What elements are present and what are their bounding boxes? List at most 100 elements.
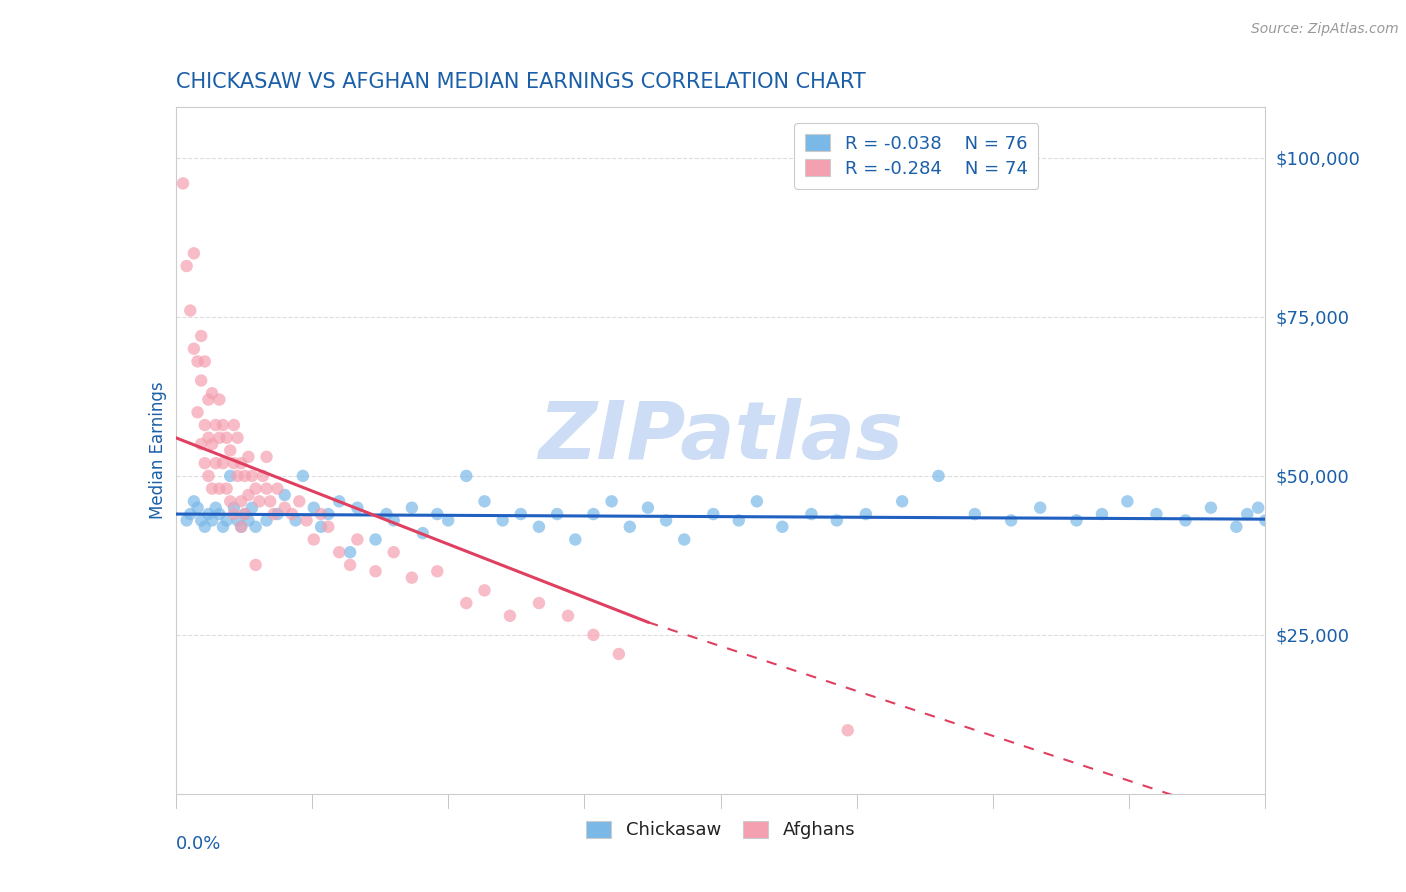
Point (702, 507, 724, 521)
Point (215, 431, 238, 445)
Point (256, 482, 278, 496)
Point (727, 513, 749, 527)
Point (245, 558, 267, 572)
Text: ZIPatlas: ZIPatlas (538, 398, 903, 475)
Point (607, 647, 630, 661)
Point (186, 500, 209, 515)
Point (295, 513, 318, 527)
Point (197, 392, 219, 407)
Point (328, 494, 350, 508)
Point (190, 374, 212, 388)
Point (233, 507, 256, 521)
Point (247, 494, 270, 508)
Point (208, 507, 231, 521)
Point (474, 583, 496, 598)
Point (274, 488, 297, 502)
Point (176, 259, 198, 273)
Point (318, 520, 340, 534)
Point (600, 494, 623, 508)
Point (437, 513, 460, 527)
Point (212, 456, 235, 470)
Point (179, 507, 201, 521)
Point (183, 342, 205, 356)
Point (204, 500, 226, 515)
Point (401, 571, 423, 585)
Point (928, 469, 950, 483)
Point (179, 303, 201, 318)
Point (527, 520, 550, 534)
Point (328, 545, 350, 559)
Point (238, 513, 260, 527)
Point (201, 386, 224, 401)
Legend: Chickasaw, Afghans: Chickasaw, Afghans (579, 814, 862, 847)
Point (1174, 513, 1197, 527)
Point (1272, 500, 1295, 515)
Point (238, 488, 260, 502)
Point (655, 513, 678, 527)
Point (492, 513, 515, 527)
Point (245, 482, 267, 496)
Point (673, 533, 696, 547)
Point (212, 520, 235, 534)
Point (1029, 500, 1052, 515)
Point (619, 520, 641, 534)
Point (256, 513, 278, 527)
Point (401, 500, 423, 515)
Point (825, 513, 848, 527)
Point (456, 596, 478, 610)
Point (302, 500, 325, 515)
Point (499, 608, 522, 623)
Point (238, 450, 260, 464)
Point (309, 520, 332, 534)
Point (426, 564, 449, 578)
Point (1066, 513, 1088, 527)
Point (208, 482, 231, 496)
Point (382, 545, 405, 559)
Point (963, 507, 986, 521)
Point (1236, 507, 1258, 521)
Point (240, 469, 263, 483)
Point (215, 482, 238, 496)
Point (266, 507, 288, 521)
Point (194, 520, 217, 534)
Point (1091, 507, 1114, 521)
Point (256, 450, 278, 464)
Point (176, 513, 198, 527)
Point (1254, 513, 1277, 527)
Point (226, 431, 249, 445)
Point (412, 526, 434, 541)
Point (1225, 520, 1247, 534)
Text: Source: ZipAtlas.com: Source: ZipAtlas.com (1251, 22, 1399, 37)
Text: 0.0%: 0.0% (176, 835, 221, 853)
Point (375, 507, 398, 521)
Point (426, 507, 449, 521)
Point (194, 456, 217, 470)
Point (222, 456, 245, 470)
Point (190, 329, 212, 343)
Point (291, 469, 314, 483)
Point (204, 456, 226, 470)
Point (509, 507, 531, 521)
Point (891, 494, 914, 508)
Point (201, 482, 224, 496)
Point (231, 494, 253, 508)
Point (226, 469, 249, 483)
Point (219, 443, 242, 458)
Point (1000, 513, 1022, 527)
Point (564, 533, 586, 547)
Point (527, 596, 550, 610)
Point (263, 507, 285, 521)
Point (1146, 507, 1168, 521)
Point (266, 482, 288, 496)
Point (194, 354, 217, 368)
Point (274, 500, 297, 515)
Point (364, 533, 387, 547)
Point (456, 469, 478, 483)
Point (197, 507, 219, 521)
Point (215, 513, 238, 527)
Point (219, 469, 242, 483)
Point (219, 494, 242, 508)
Point (837, 723, 859, 738)
Point (302, 533, 325, 547)
Point (855, 507, 877, 521)
